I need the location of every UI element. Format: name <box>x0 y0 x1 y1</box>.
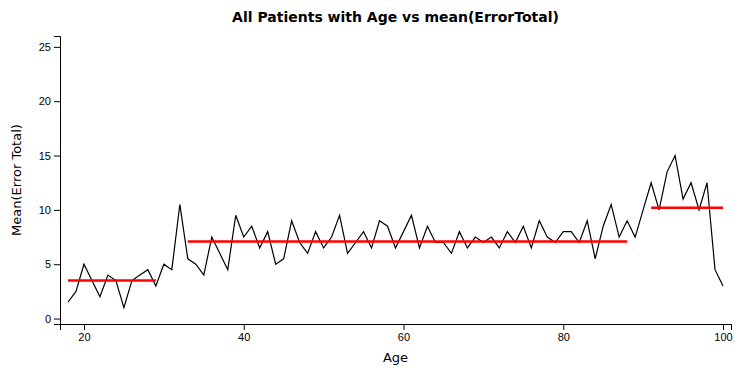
x-tick-label: 80 <box>558 331 570 343</box>
y-tick: 15 <box>39 150 60 162</box>
x-tick-mark <box>403 324 404 330</box>
x-tick: 60 <box>398 324 410 343</box>
x-tick-mark <box>84 324 85 330</box>
x-tick: 20 <box>78 324 90 343</box>
y-tick-mark <box>54 101 60 102</box>
marks <box>68 156 723 308</box>
y-tick-label: 20 <box>39 95 51 107</box>
fit-segment <box>651 206 723 209</box>
fit-segment <box>188 240 627 243</box>
y-tick-label: 10 <box>39 204 51 216</box>
x-tick: 80 <box>558 324 570 343</box>
x-tick-label: 40 <box>238 331 250 343</box>
y-tick-label: 15 <box>39 150 51 162</box>
x-tick-mark <box>723 324 724 330</box>
x-tick: 100 <box>714 324 732 343</box>
y-tick: 20 <box>39 95 60 107</box>
y-tick-label: 0 <box>45 313 51 325</box>
y-tick: 25 <box>39 41 60 53</box>
y-axis-line <box>54 37 61 325</box>
y-axis-title: Mean(Error Total) <box>9 124 24 236</box>
y-tick: 5 <box>45 258 60 270</box>
x-axis-line <box>61 325 732 331</box>
x-tick-mark <box>244 324 245 330</box>
x-tick-label: 100 <box>714 331 732 343</box>
y-axis: 0 5 10 15 20 25 <box>39 37 61 325</box>
y-tick-label: 25 <box>39 41 51 53</box>
title: All Patients with Age vs mean(ErrorTotal… <box>232 9 559 25</box>
plot: 20 40 60 80 100 0 5 10 15 20 25 <box>39 37 733 343</box>
x-tick-mark <box>563 324 564 330</box>
y-tick: 10 <box>39 204 60 216</box>
y-tick-mark <box>54 319 60 320</box>
y-tick-mark <box>54 210 60 211</box>
x-axis: 20 40 60 80 100 <box>61 324 733 343</box>
x-axis-title: Age <box>383 350 408 365</box>
x-tick-label: 20 <box>78 331 90 343</box>
x-tick: 40 <box>238 324 250 343</box>
chart: 20 40 60 80 100 0 5 10 15 20 25 All Patients with A… <box>0 0 753 372</box>
fit-segment <box>68 279 156 282</box>
data-line <box>68 156 723 308</box>
y-tick-mark <box>54 264 60 265</box>
y-tick-mark <box>54 156 60 157</box>
y-tick-mark <box>54 47 60 48</box>
y-tick-label: 5 <box>45 258 51 270</box>
x-tick-label: 60 <box>398 331 410 343</box>
y-tick: 0 <box>45 313 60 325</box>
